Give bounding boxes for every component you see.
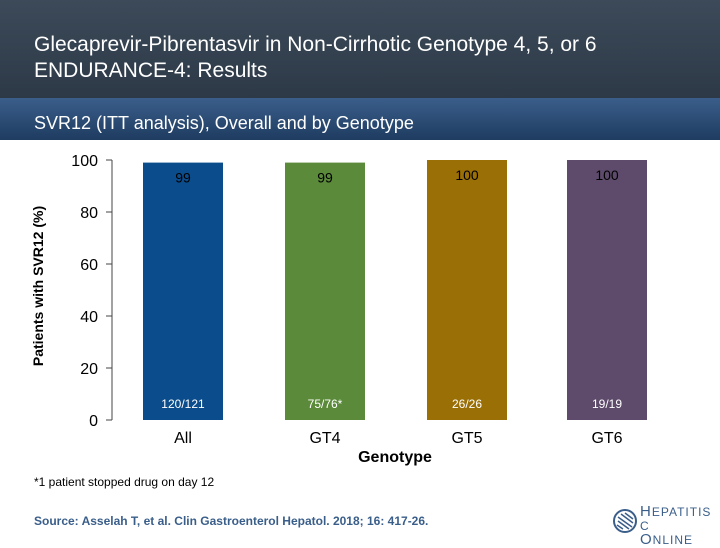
bar-count-label: 75/76* [308,397,343,411]
y-tick-label: 80 [80,205,98,222]
bar-count-label: 26/26 [452,397,482,411]
slide-title: Glecaprevir-Pibrentasvir in Non-Cirrhoti… [34,32,597,84]
bar-value-label: 100 [595,167,619,183]
bar-count-label: 120/121 [161,397,205,411]
y-tick-label: 40 [80,309,98,326]
x-axis-label: Genotype [358,449,432,466]
y-tick-label: 20 [80,361,98,378]
bar-gt6 [567,160,647,420]
bar-value-label: 99 [175,170,191,186]
x-tick-label: All [174,430,192,447]
hepatitis-c-online-logo-icon [613,509,637,533]
bar-value-label: 100 [455,167,479,183]
slide-subtitle: SVR12 (ITT analysis), Overall and by Gen… [34,113,414,133]
title-line-1: Glecaprevir-Pibrentasvir in Non-Cirrhoti… [34,33,597,56]
x-tick-label: GT5 [451,430,482,447]
bar-all [143,162,223,420]
bar-gt5 [427,160,507,420]
bar-value-label: 99 [317,170,333,186]
title-bar [0,0,720,98]
subtitle-bar [0,98,720,140]
source-citation: Source: Asselah T, et al. Clin Gastroent… [34,514,429,528]
footnote: *1 patient stopped drug on day 12 [34,475,215,489]
y-tick-label: 60 [80,257,98,274]
y-tick-label: 100 [71,153,98,170]
hepatitis-c-online-logo-text: HEPATITIS C ONLINE [640,503,712,548]
y-tick-label: 0 [89,413,98,430]
x-tick-label: GT6 [591,430,622,447]
bar-gt4 [285,162,365,420]
bar-count-label: 19/19 [592,397,622,411]
title-line-2: ENDURANCE-4: Results [34,59,268,82]
x-tick-label: GT4 [309,430,340,447]
